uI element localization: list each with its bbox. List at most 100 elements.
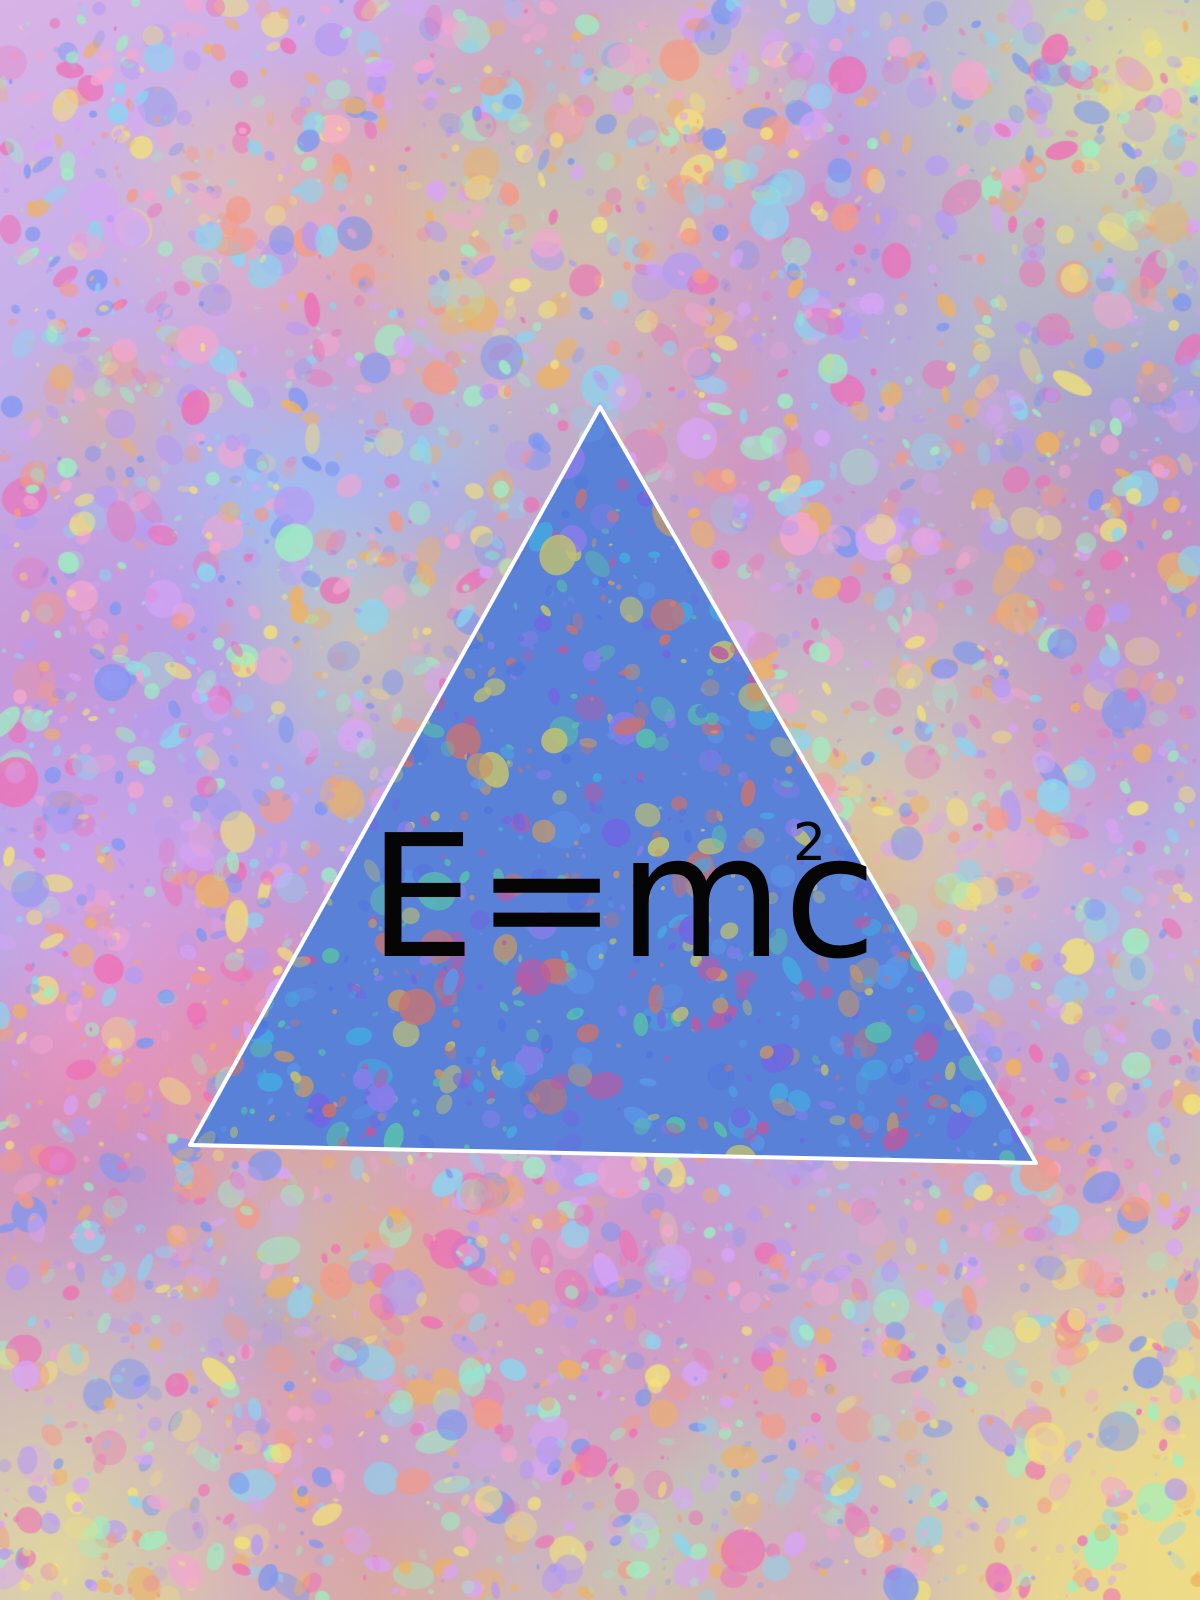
texture-dot bbox=[556, 579, 568, 593]
texture-dot bbox=[890, 1059, 904, 1074]
texture-dot bbox=[564, 872, 570, 880]
texture-dot bbox=[514, 959, 551, 996]
texture-dot bbox=[913, 1032, 938, 1062]
texture-dot bbox=[1020, 526, 1036, 547]
texture-dot bbox=[907, 793, 910, 799]
texture-dot bbox=[304, 792, 326, 809]
texture-dot bbox=[347, 673, 386, 694]
texture-dot bbox=[707, 446, 740, 478]
texture-dot bbox=[268, 812, 276, 827]
texture-dot bbox=[373, 1068, 389, 1088]
texture-dot bbox=[291, 918, 296, 924]
texture-dot bbox=[961, 750, 967, 756]
texture-dot bbox=[190, 915, 217, 942]
texture-dot bbox=[875, 439, 883, 448]
texture-dot bbox=[422, 602, 428, 608]
texture-dot bbox=[343, 955, 349, 964]
texture-dot bbox=[229, 1126, 239, 1138]
texture-dot bbox=[798, 859, 801, 864]
texture-dot bbox=[565, 852, 570, 858]
texture-dot bbox=[357, 407, 383, 428]
texture-dot bbox=[304, 778, 317, 789]
texture-dot bbox=[823, 834, 833, 844]
texture-dot bbox=[347, 983, 367, 1000]
texture-dot bbox=[377, 664, 386, 671]
texture-dot bbox=[895, 744, 902, 749]
texture-dot bbox=[748, 589, 754, 594]
texture-dot bbox=[864, 573, 875, 584]
texture-dot bbox=[286, 686, 300, 700]
texture-dot bbox=[440, 446, 455, 463]
texture-dot bbox=[455, 512, 470, 526]
texture-dot bbox=[1008, 438, 1015, 445]
texture-dot bbox=[883, 880, 892, 886]
texture-dot bbox=[705, 422, 716, 428]
texture-dot bbox=[902, 621, 908, 624]
texture-dot bbox=[249, 1108, 256, 1115]
texture-dot bbox=[518, 435, 533, 454]
texture-dot bbox=[859, 609, 867, 617]
texture-dot bbox=[370, 884, 402, 916]
texture-dot bbox=[903, 624, 922, 639]
texture-dot bbox=[284, 991, 300, 1008]
texture-dot bbox=[439, 1065, 462, 1094]
texture-dot bbox=[782, 1064, 793, 1071]
texture-dot bbox=[378, 926, 383, 931]
texture-dot bbox=[749, 728, 754, 736]
texture-dot bbox=[297, 563, 302, 569]
texture-dot bbox=[269, 782, 275, 788]
texture-dot bbox=[982, 1025, 988, 1030]
texture-dot bbox=[512, 986, 522, 996]
texture-dot bbox=[648, 551, 660, 559]
texture-dot bbox=[341, 1073, 346, 1077]
texture-dot bbox=[717, 763, 731, 777]
texture-dot bbox=[728, 1085, 738, 1098]
texture-dot bbox=[847, 586, 857, 597]
texture-dot bbox=[265, 758, 287, 772]
texture-dot bbox=[195, 546, 200, 551]
texture-dot bbox=[677, 808, 687, 817]
texture-dot bbox=[307, 684, 314, 691]
texture-dot bbox=[493, 934, 518, 963]
texture-dot bbox=[357, 699, 362, 704]
texture-dot bbox=[894, 419, 900, 424]
texture-dot bbox=[651, 830, 661, 839]
texture-dot bbox=[505, 744, 514, 750]
texture-dot bbox=[507, 760, 510, 765]
formula-exponent: 2 bbox=[793, 813, 826, 873]
texture-dot bbox=[855, 530, 860, 535]
texture-dot bbox=[1027, 453, 1035, 468]
texture-dot bbox=[567, 1063, 593, 1087]
texture-dot bbox=[292, 956, 311, 968]
texture-dot bbox=[222, 458, 230, 464]
texture-dot bbox=[730, 692, 735, 696]
texture-dot bbox=[225, 997, 230, 1001]
texture-dot bbox=[271, 707, 296, 731]
texture-dot bbox=[1005, 794, 1015, 800]
texture-dot bbox=[211, 407, 229, 424]
texture-dot bbox=[229, 476, 262, 509]
texture-dot bbox=[877, 464, 897, 481]
texture-dot bbox=[763, 883, 783, 904]
texture-dot bbox=[621, 779, 627, 785]
texture-dot bbox=[226, 780, 230, 785]
texture-dot bbox=[376, 507, 381, 513]
texture-dot bbox=[391, 798, 401, 811]
texture-dot bbox=[525, 1090, 532, 1097]
texture-dot bbox=[280, 895, 288, 903]
texture-dot bbox=[594, 804, 603, 815]
texture-dot bbox=[1003, 757, 1027, 788]
texture-dot bbox=[341, 587, 346, 594]
texture-dot bbox=[530, 868, 547, 881]
texture-dot bbox=[976, 706, 984, 715]
texture-dot bbox=[298, 1152, 316, 1163]
texture-dot bbox=[738, 480, 745, 487]
texture-dot bbox=[506, 662, 526, 677]
texture-dot bbox=[926, 563, 944, 584]
texture-dot bbox=[802, 576, 811, 585]
texture-dot bbox=[785, 818, 804, 837]
texture-dot bbox=[914, 1051, 919, 1056]
texture-dot bbox=[275, 725, 280, 729]
texture-dot bbox=[540, 1034, 553, 1054]
texture-dot bbox=[966, 434, 991, 461]
